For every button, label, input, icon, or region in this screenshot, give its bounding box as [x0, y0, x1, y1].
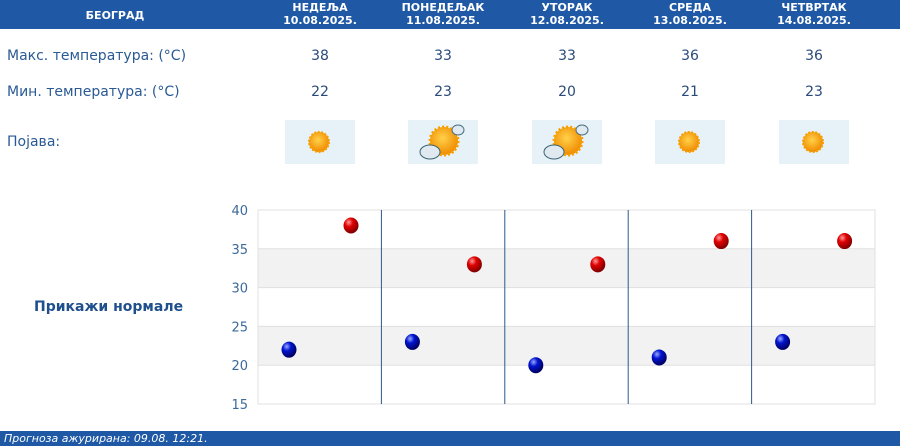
- y-tick-label: 25: [231, 320, 248, 335]
- day-date: 12.08.2025.: [530, 14, 604, 27]
- max-temp-value: 36: [681, 48, 699, 64]
- max-temp-value: 33: [558, 48, 576, 64]
- y-tick-label: 30: [231, 282, 248, 297]
- max-temp-value: 38: [311, 48, 329, 64]
- city-name: БЕОГРАД: [85, 9, 145, 22]
- grid-band: [258, 326, 875, 366]
- sun-icon: [285, 120, 355, 164]
- day-header: СРЕДА 13.08.2025.: [630, 1, 750, 27]
- min-temp-value: 20: [558, 84, 576, 100]
- phenomenon-label: Појава:: [7, 134, 61, 150]
- grid-band: [258, 248, 875, 288]
- y-tick-label: 40: [231, 204, 248, 219]
- sun-cloud-icon: [532, 120, 602, 164]
- max-temp-point: [713, 233, 729, 250]
- sun-cloud-icon: [408, 120, 478, 164]
- min-temp-point: [528, 357, 544, 374]
- day-header: ПОНЕДЕЉАК 11.08.2025.: [383, 1, 503, 27]
- header-bar: БЕОГРАД НЕДЕЉА 10.08.2025. ПОНЕДЕЉАК 11.08.…: [0, 0, 900, 29]
- day-date: 11.08.2025.: [406, 14, 480, 27]
- day-name: ЧЕТВРТАК: [781, 1, 847, 14]
- day-name: СРЕДА: [669, 1, 711, 14]
- min-temp-point: [281, 341, 297, 358]
- day-header: УТОРАК 12.08.2025.: [507, 1, 627, 27]
- min-temp-value: 23: [434, 84, 452, 100]
- day-name: УТОРАК: [541, 1, 593, 14]
- day-date: 14.08.2025.: [777, 14, 851, 27]
- y-tick-label: 20: [231, 359, 248, 374]
- max-temp-label: Макс. температура: (°C): [7, 48, 187, 64]
- sun-icon: [655, 120, 725, 164]
- max-temp-point: [590, 256, 606, 273]
- max-temp-point: [343, 217, 359, 234]
- day-header: НЕДЕЉА 10.08.2025.: [260, 1, 380, 27]
- day-name: НЕДЕЉА: [292, 1, 348, 14]
- temperature-chart: 15 20 25 30 35 40: [231, 204, 876, 413]
- day-date: 13.08.2025.: [653, 14, 727, 27]
- day-name: ПОНЕДЕЉАК: [401, 1, 485, 14]
- plot-border: [257, 209, 876, 405]
- forecast-updated: Прогноза ажурирана: 09.08. 12:21.: [0, 431, 900, 446]
- min-temp-label: Мин. температура: (°C): [7, 84, 180, 100]
- max-temp-point: [466, 256, 482, 273]
- min-temp-point: [651, 349, 667, 366]
- show-normals-link[interactable]: Прикажи нормале: [34, 299, 184, 315]
- max-temp-value: 36: [805, 48, 823, 64]
- min-temp-point: [404, 333, 420, 350]
- min-temp-value: 22: [311, 84, 329, 100]
- min-temp-value: 21: [681, 84, 699, 100]
- max-temp-point: [837, 233, 853, 250]
- y-tick-label: 35: [231, 243, 248, 258]
- sun-icon: [779, 120, 849, 164]
- day-header: ЧЕТВРТАК 14.08.2025.: [754, 1, 874, 27]
- day-date: 10.08.2025.: [283, 14, 357, 27]
- min-temp-point: [775, 333, 791, 350]
- min-temp-value: 23: [805, 84, 823, 100]
- max-temp-value: 33: [434, 48, 452, 64]
- y-tick-label: 15: [231, 398, 248, 413]
